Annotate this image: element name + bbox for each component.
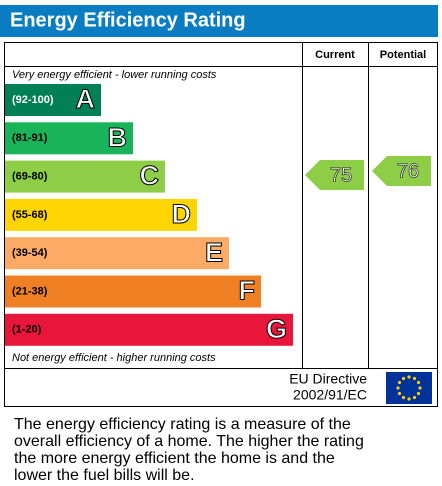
star bbox=[407, 375, 411, 379]
band bbox=[5, 237, 229, 270]
band-range: (69-80) bbox=[12, 171, 48, 183]
star bbox=[412, 395, 417, 400]
band-letter: E bbox=[205, 237, 223, 267]
eu-stars bbox=[396, 375, 422, 401]
title-bar bbox=[0, 5, 438, 37]
current-header: Current bbox=[315, 49, 355, 61]
star bbox=[412, 376, 417, 381]
description-line: the more energy efficient the home is an… bbox=[14, 450, 335, 467]
directive-line: EU Directive bbox=[289, 371, 367, 387]
band bbox=[5, 160, 165, 193]
description: The energy efficiency rating is a measur… bbox=[14, 416, 364, 484]
band-letter: F bbox=[239, 276, 256, 306]
potential-value: 76 bbox=[397, 160, 419, 182]
band-range: (1-20) bbox=[12, 324, 42, 336]
description-line: The energy efficiency rating is a measur… bbox=[14, 416, 351, 433]
band bbox=[5, 198, 197, 231]
frame bbox=[4, 42, 438, 407]
band bbox=[5, 313, 293, 346]
band-letter: C bbox=[140, 161, 160, 191]
band-letter: B bbox=[108, 122, 128, 152]
star bbox=[401, 376, 406, 381]
star bbox=[407, 397, 411, 401]
star bbox=[401, 395, 406, 400]
star bbox=[397, 391, 402, 396]
potential-header: Potential bbox=[380, 49, 426, 61]
star bbox=[416, 380, 421, 385]
star bbox=[416, 391, 421, 396]
top-note: Very energy efficient - lower running co… bbox=[12, 69, 217, 81]
star bbox=[397, 380, 402, 385]
description-line: overall efficiency of a home. The higher… bbox=[14, 433, 364, 450]
band bbox=[5, 84, 101, 116]
band-range: (21-38) bbox=[12, 285, 48, 297]
current-arrow bbox=[305, 160, 364, 190]
star bbox=[418, 386, 422, 390]
band-range: (55-68) bbox=[12, 209, 48, 221]
directive-line: 2002/91/EC bbox=[293, 387, 367, 403]
band-letter: A bbox=[76, 84, 96, 114]
potential-arrow bbox=[372, 156, 431, 186]
band-letter: G bbox=[266, 314, 287, 344]
title: Energy Efficiency Rating bbox=[10, 9, 246, 31]
star bbox=[396, 386, 400, 390]
band bbox=[5, 122, 133, 155]
bands: (92-100) A (81-91) B (69-80) C (55-68) D (39-54)… bbox=[5, 84, 293, 346]
band-range: (92-100) bbox=[12, 94, 54, 106]
current-value: 75 bbox=[330, 164, 352, 186]
band-range: (39-54) bbox=[12, 247, 48, 259]
band-range: (81-91) bbox=[12, 132, 48, 144]
description-line: lower the fuel bills will be. bbox=[14, 467, 195, 484]
band-letter: D bbox=[172, 199, 192, 229]
bottom-note: Not energy efficient - higher running co… bbox=[12, 352, 216, 364]
band bbox=[5, 275, 261, 308]
